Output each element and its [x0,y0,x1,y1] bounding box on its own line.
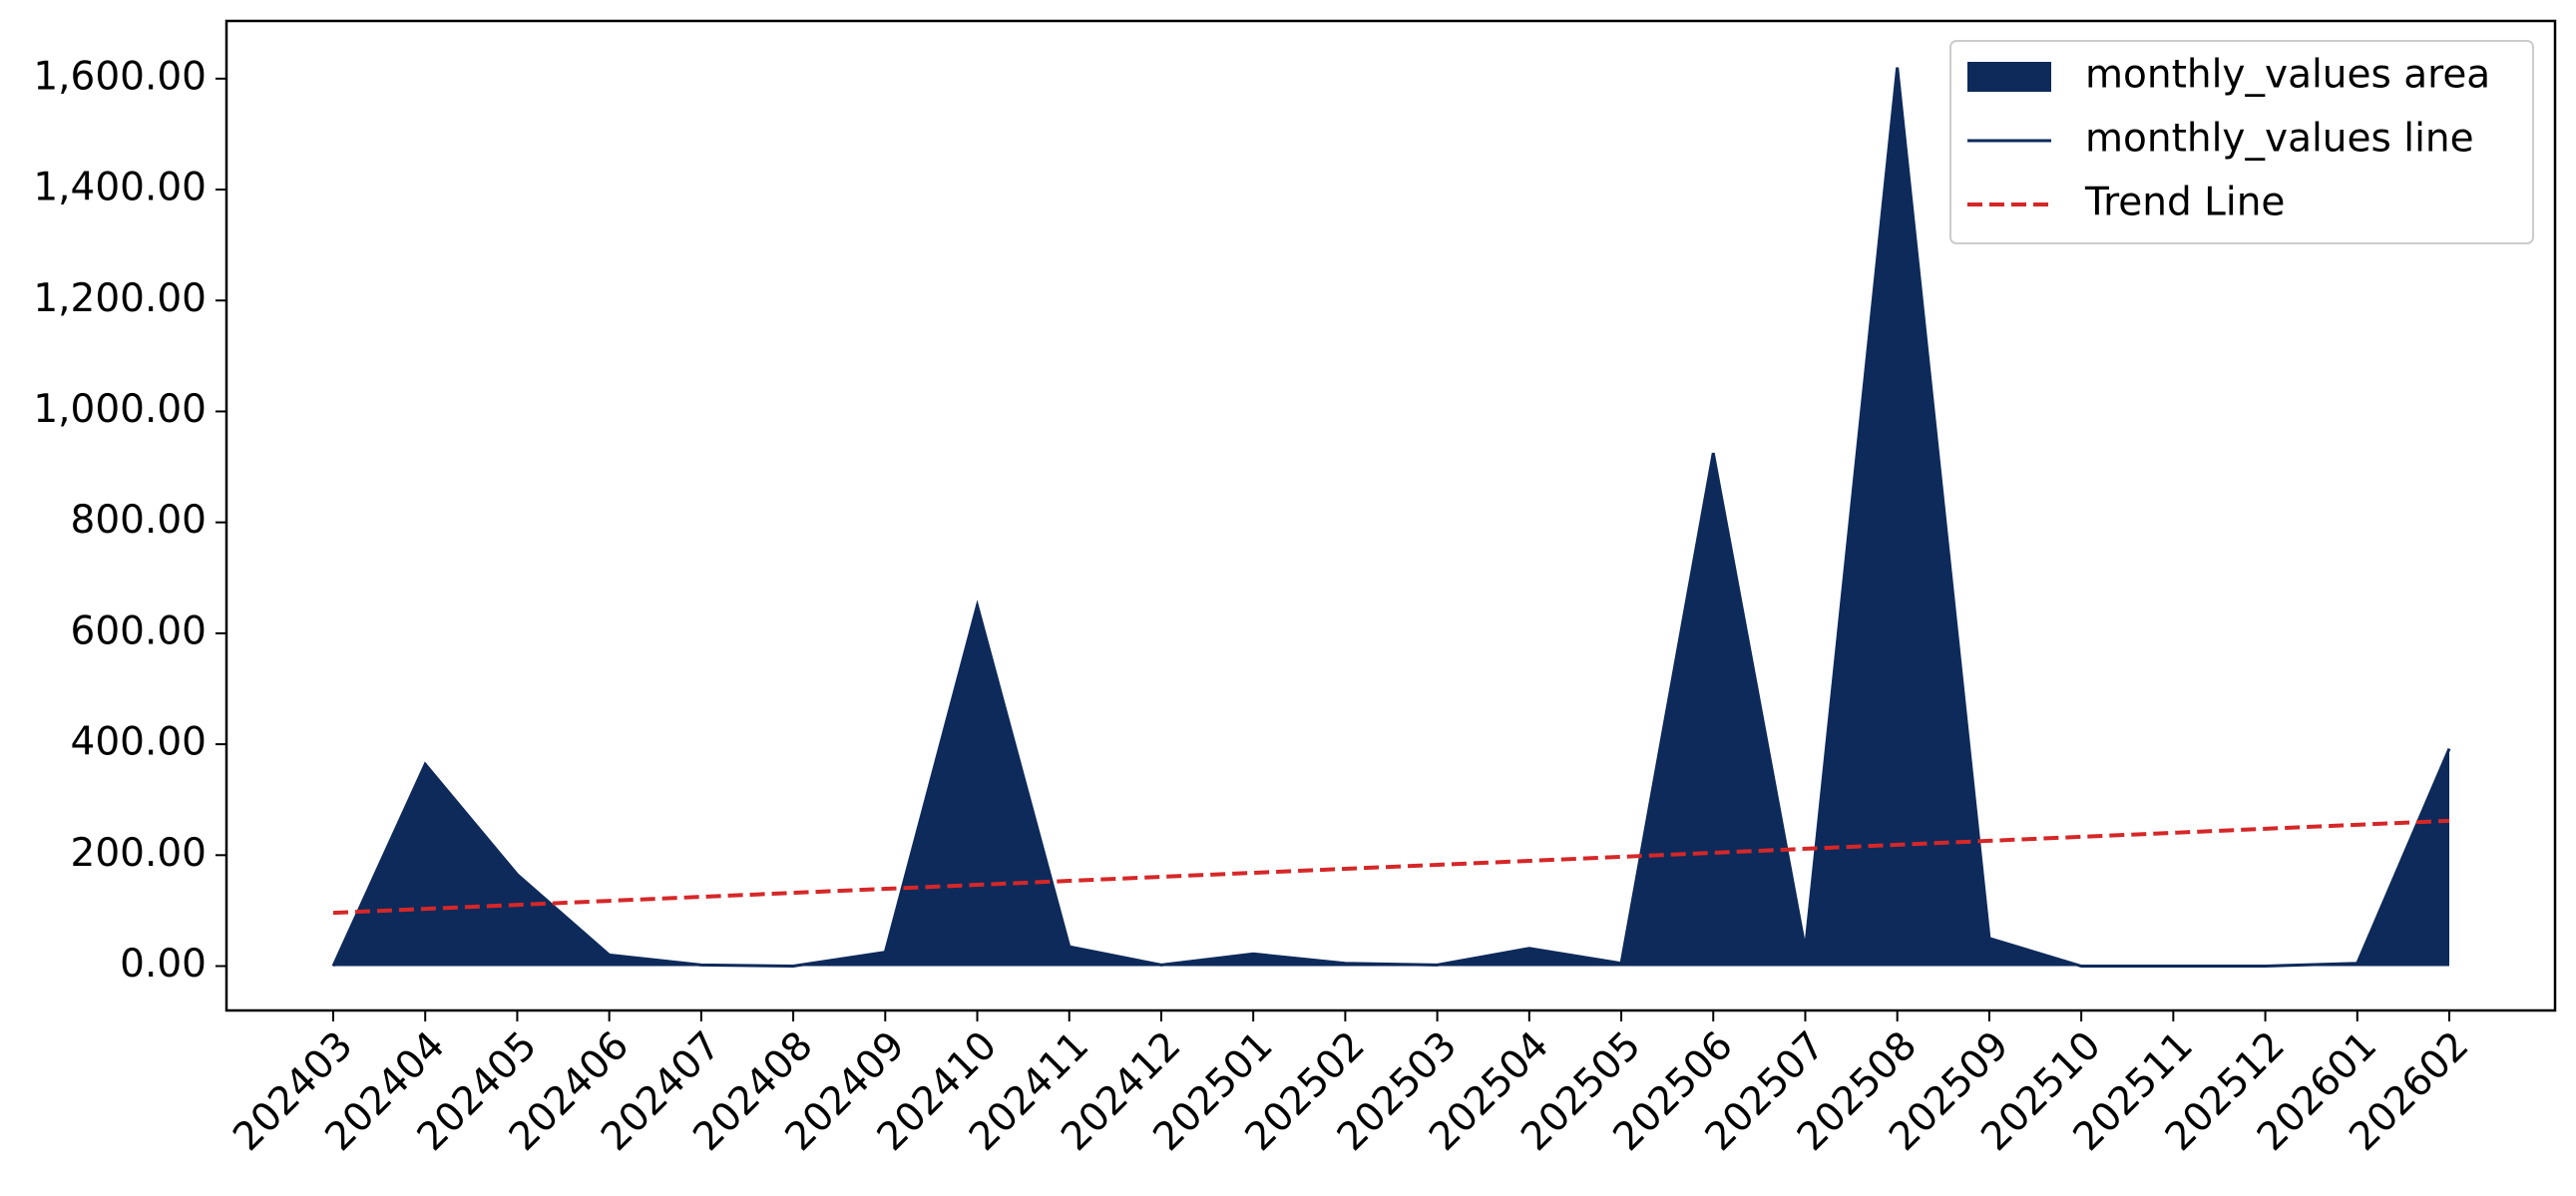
y-tick-label: 1,600.00 [33,54,207,99]
line [331,67,2451,969]
legend-swatch [1967,62,2051,92]
y-tick-label: 800.00 [71,498,207,543]
legend-box [1949,40,2534,244]
plot-frame [224,19,2557,1012]
legend-label: monthly_values area [2085,53,2490,98]
y-tick-label: 1,400.00 [33,166,207,210]
y-tick-label: 0.00 [120,942,207,987]
y-tick-label: 1,200.00 [33,276,207,321]
trend-line [332,818,2450,916]
y-tick-label: 600.00 [71,608,207,653]
legend-label: Trend Line [2084,181,2285,225]
y-tick-label: 400.00 [71,720,207,765]
y-tick-label: 200.00 [71,831,207,876]
legend-label: monthly_values line [2085,117,2474,162]
y-tick-label: 1,000.00 [33,387,207,432]
